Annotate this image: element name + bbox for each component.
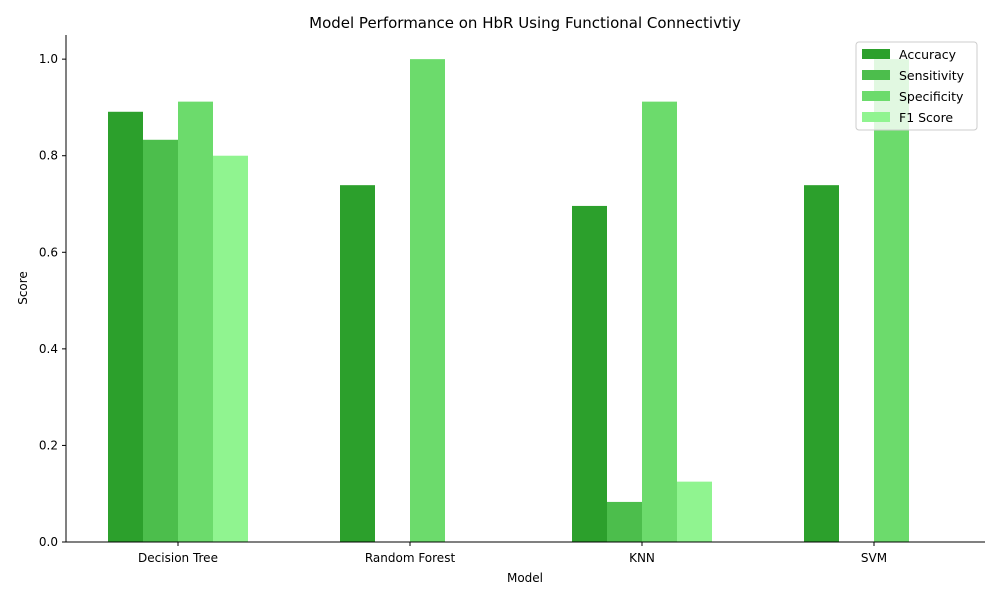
y-tick-label: 0.0: [39, 535, 58, 549]
x-axis-label: Model: [507, 571, 543, 585]
legend-swatch: [862, 112, 890, 122]
bar-accuracy-random-forest: [340, 185, 375, 542]
y-tick-label: 0.6: [39, 245, 58, 259]
legend-box: [855, 41, 978, 131]
bar-accuracy-decision-tree: [108, 111, 143, 542]
bar-specificity-knn: [642, 101, 677, 543]
x-tick-label: Decision Tree: [138, 551, 218, 565]
x-tick-label: SVM: [861, 551, 887, 565]
legend: Accuracy Sensitivity Specificity F1 Score: [855, 41, 978, 131]
bar-specificity-decision-tree: [178, 101, 213, 543]
bar-accuracy-svm: [804, 185, 839, 542]
y-tick-label: 0.2: [39, 438, 58, 452]
y-tick-label: 0.4: [39, 342, 58, 356]
legend-label: Accuracy: [899, 47, 957, 62]
bar-f1-score-decision-tree: [213, 155, 248, 542]
legend-swatch: [862, 49, 890, 59]
y-tick-label: 0.8: [39, 149, 58, 163]
y-axis-label: Score: [16, 271, 30, 305]
legend-label: F1 Score: [899, 110, 953, 125]
bars-group: [108, 59, 909, 543]
bar-accuracy-knn: [572, 205, 607, 542]
legend-label: Sensitivity: [899, 68, 965, 83]
y-tick-label: 1.0: [39, 52, 58, 66]
legend-swatch: [862, 91, 890, 101]
x-axis: Decision Tree Random Forest KNN SVM: [138, 542, 887, 565]
bar-specificity-svm: [874, 59, 909, 543]
bar-f1-score-knn: [677, 481, 712, 542]
y-axis: 0.0 0.2 0.4 0.6 0.8 1.0: [39, 52, 66, 549]
legend-label: Specificity: [899, 89, 964, 104]
chart-title: Model Performance on HbR Using Functiona…: [309, 14, 741, 32]
bar-sensitivity-knn: [607, 501, 642, 542]
legend-swatch: [862, 70, 890, 80]
x-tick-label: KNN: [629, 551, 655, 565]
bar-sensitivity-decision-tree: [143, 139, 178, 542]
x-tick-label: Random Forest: [365, 551, 456, 565]
bar-specificity-random-forest: [410, 59, 445, 543]
